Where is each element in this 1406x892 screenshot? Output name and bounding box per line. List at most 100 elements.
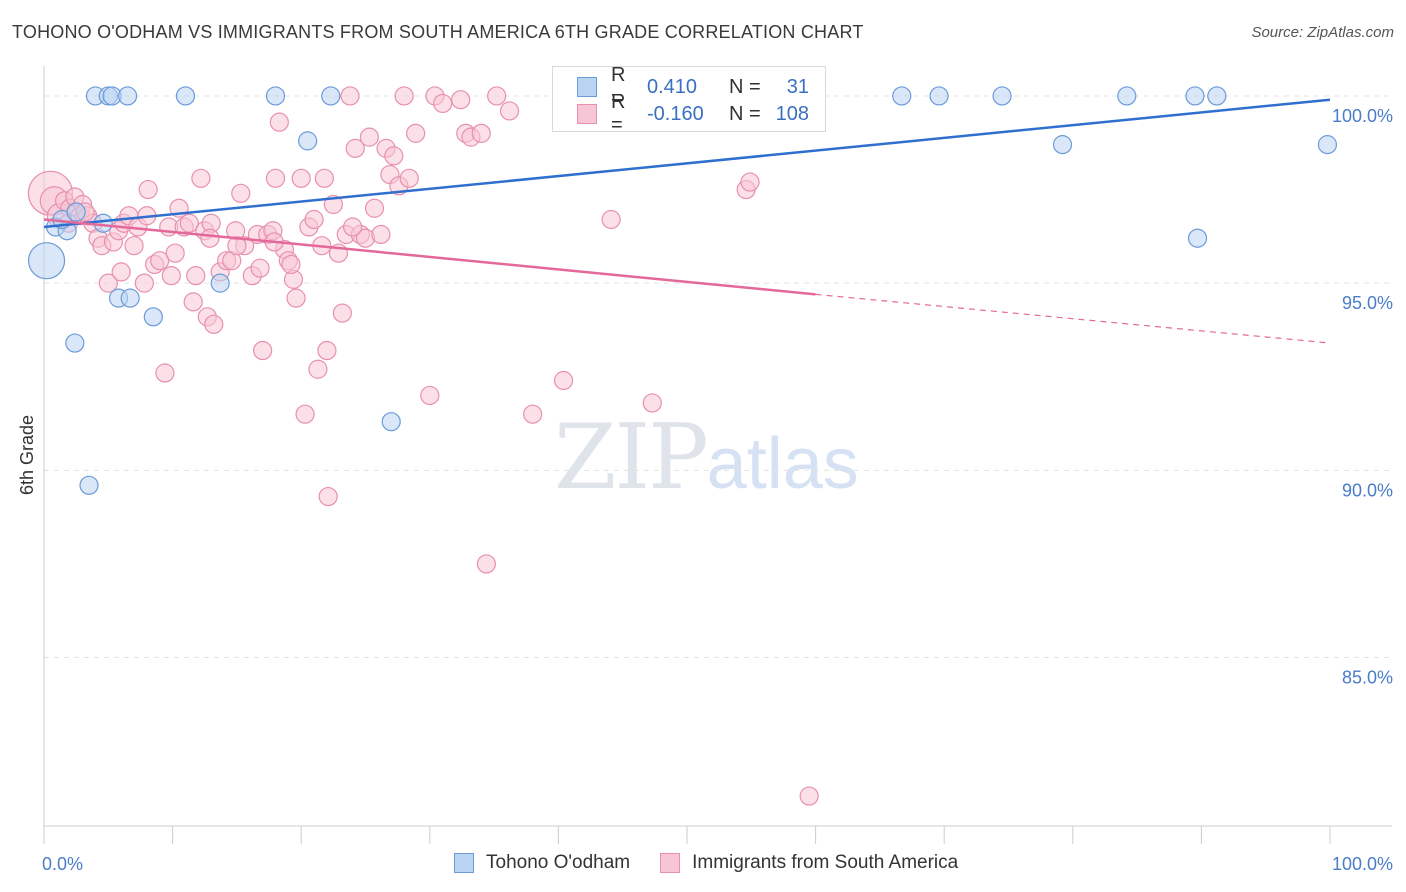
tohono-point <box>265 86 286 106</box>
immigrants-point <box>371 224 391 245</box>
immigrants-point <box>476 554 496 574</box>
immigrants-point <box>601 209 621 230</box>
y-axis-label: 6th Grade <box>17 415 37 495</box>
immigrants-point <box>111 262 131 282</box>
immigrants-point <box>332 303 352 323</box>
tohono-point <box>210 273 230 293</box>
immigrants-point <box>165 243 185 263</box>
immigrants-point <box>138 179 158 200</box>
immigrants-point <box>183 292 203 312</box>
legend-swatch-blue <box>577 77 597 97</box>
immigrants-point <box>231 183 251 203</box>
chart-title: TOHONO O'ODHAM VS IMMIGRANTS FROM SOUTH … <box>12 22 864 42</box>
immigrants-trend-extension <box>815 293 1331 344</box>
immigrants-point <box>394 86 414 106</box>
tohono-trend-line <box>43 98 1331 229</box>
legend-label-immigrants: Immigrants from South America <box>692 852 959 873</box>
immigrants-point <box>161 266 181 286</box>
tohono-point <box>321 86 341 106</box>
immigrants-point <box>134 273 154 293</box>
legend-item-immigrants: Immigrants from South America <box>660 852 958 874</box>
immigrants-point <box>304 209 324 230</box>
series-legend: Tohono O'odham Immigrants from South Ame… <box>454 852 988 874</box>
y-tick-label: 85.0% <box>1342 668 1393 688</box>
watermark: ZIPatlas <box>554 405 859 510</box>
legend-item-tohono: Tohono O'odham <box>454 852 630 874</box>
immigrants-point <box>265 168 286 188</box>
x-tick-label: 0.0% <box>42 854 83 874</box>
tohono-point <box>1117 86 1137 106</box>
immigrants-point <box>364 198 385 218</box>
legend-n-value: 31 <box>786 75 809 98</box>
immigrants-point <box>399 168 419 188</box>
immigrants-point <box>384 146 404 166</box>
immigrants-point <box>155 363 175 383</box>
immigrants-point <box>253 340 273 361</box>
immigrants-point <box>291 168 311 188</box>
immigrants-point <box>281 254 301 275</box>
immigrants-point <box>553 370 574 391</box>
immigrants-point <box>308 359 328 379</box>
x-tick-label: 100.0% <box>1332 854 1393 874</box>
y-tick-label: 100.0% <box>1332 106 1393 126</box>
y-tick-label: 95.0% <box>1342 293 1393 313</box>
legend-r-value: 0.410 <box>647 75 698 98</box>
immigrants-point <box>250 258 270 278</box>
immigrants-point <box>204 314 224 334</box>
tohono-point <box>1052 135 1073 155</box>
legend-swatch-pink <box>660 853 681 873</box>
watermark-atlas: atlas <box>706 424 859 504</box>
immigrants-point <box>499 101 520 121</box>
immigrants-point <box>345 138 365 158</box>
immigrants-point <box>451 90 471 110</box>
legend-r-value: -0.160 <box>647 102 704 125</box>
legend-row-immigrants: R = -0.160 N = 108 <box>577 91 809 136</box>
tohono-point <box>27 242 66 280</box>
stats-legend: R = 0.410 N = 31 R = -0.160 N = 108 <box>552 64 826 136</box>
immigrants-point <box>200 228 220 248</box>
legend-n-label: N = <box>729 102 761 125</box>
immigrants-point <box>523 404 543 424</box>
tohono-point <box>120 288 140 308</box>
immigrants-point <box>227 236 247 256</box>
immigrants-point <box>179 213 199 233</box>
source-label: Source: ZipAtlas.com <box>1251 24 1394 41</box>
tohono-point <box>1317 135 1338 155</box>
y-tick-label: 90.0% <box>1342 480 1393 500</box>
tohono-point <box>143 307 163 327</box>
immigrants-trend-line <box>43 218 816 296</box>
tohono-point <box>892 86 912 106</box>
immigrants-point <box>295 404 315 424</box>
tohono-point <box>929 86 949 106</box>
tohono-point <box>1187 228 1208 248</box>
legend-r-label: R = <box>611 64 626 109</box>
legend-n-label: N = <box>729 75 761 98</box>
immigrants-point <box>317 340 337 361</box>
immigrants-point <box>799 786 819 806</box>
legend-label-tohono: Tohono O'odham <box>486 852 631 873</box>
immigrants-point <box>314 168 334 188</box>
immigrants-point <box>740 172 760 192</box>
immigrants-point <box>124 236 144 256</box>
immigrants-point <box>433 93 453 114</box>
tohono-point <box>66 202 86 222</box>
tohono-point <box>175 86 196 106</box>
tohono-point <box>93 213 113 233</box>
immigrants-point <box>642 393 662 413</box>
immigrants-point <box>343 217 363 237</box>
tohono-point <box>65 333 85 353</box>
tohono-point <box>298 131 318 151</box>
tohono-point <box>79 475 99 495</box>
tohono-point <box>117 86 138 106</box>
immigrants-point <box>487 86 507 106</box>
immigrants-point <box>340 86 360 106</box>
immigrants-point <box>269 112 289 132</box>
immigrants-point <box>286 288 306 308</box>
immigrants-point <box>406 123 426 143</box>
immigrants-point <box>420 385 440 406</box>
immigrants-point <box>98 273 118 293</box>
legend-n-value: 108 <box>775 102 809 125</box>
watermark-zip: ZIP <box>554 405 709 510</box>
tohono-point <box>381 412 401 432</box>
